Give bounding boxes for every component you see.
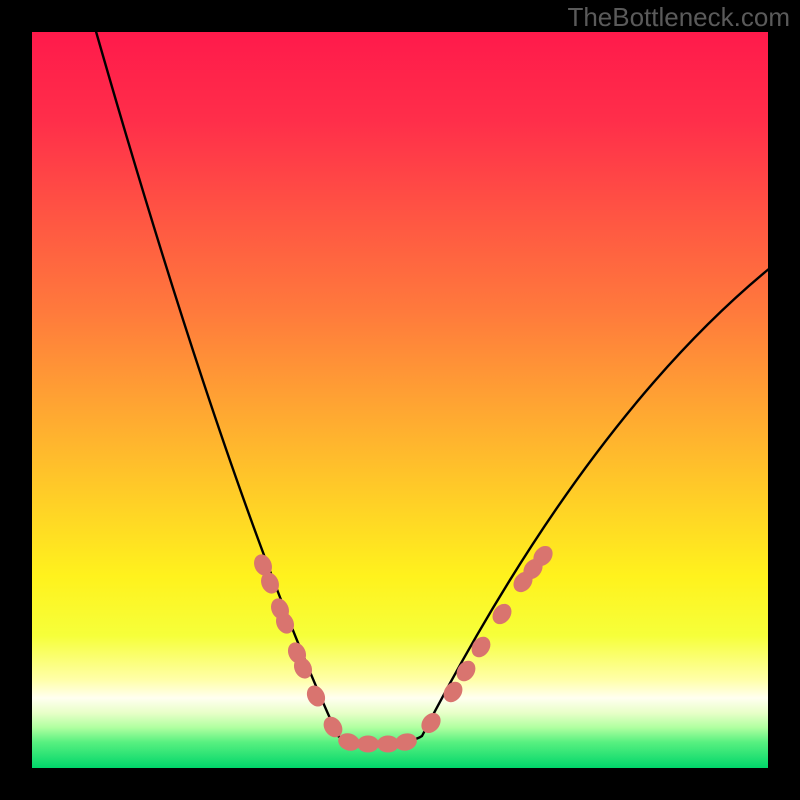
chart-background [32, 32, 768, 768]
curve-marker [357, 736, 379, 753]
chart-border [0, 768, 800, 800]
chart-border [768, 0, 800, 800]
chart-border [0, 0, 800, 32]
chart-border [0, 0, 32, 800]
bottleneck-chart [0, 0, 800, 800]
